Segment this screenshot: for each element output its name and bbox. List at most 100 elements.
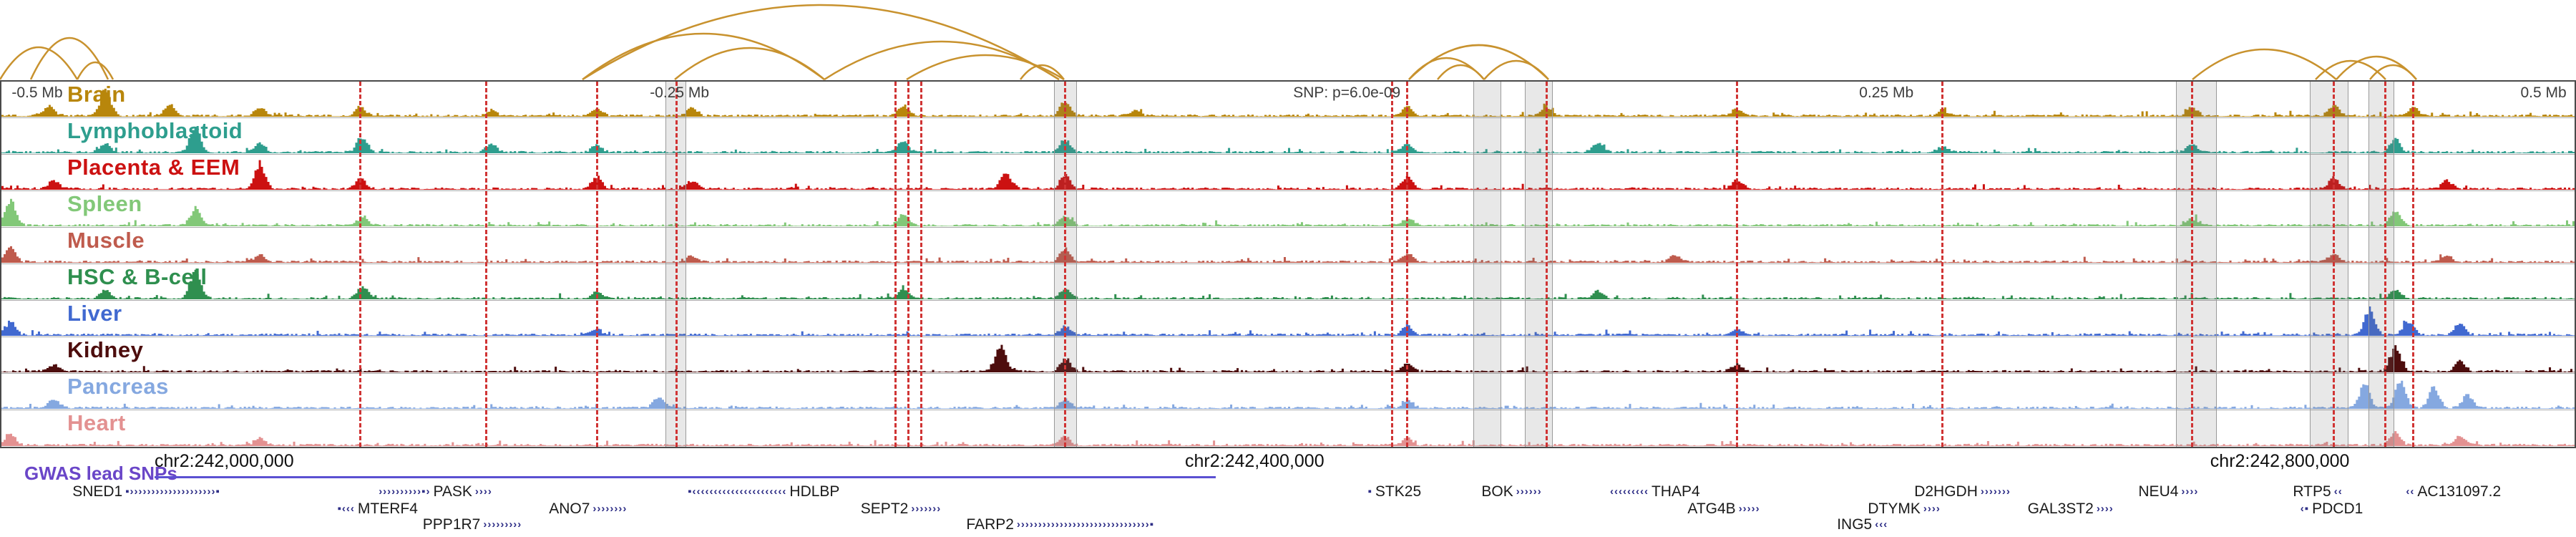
signal-path — [1, 88, 2575, 117]
gene-neu4: NEU4 ›››› — [2135, 484, 2198, 499]
gene-exon-arrows: ▪‹‹‹‹‹‹‹‹‹‹‹‹‹‹‹‹‹‹‹‹‹‹ — [688, 485, 787, 498]
gene-dtymk: DTYMK ›››› — [1865, 501, 1940, 516]
gene-name: AC131097.2 — [2417, 483, 2502, 500]
annotation-area: chr2:242,000,000 chr2:242,400,000 chr2:242… — [0, 448, 2576, 537]
gwas-lead-snps-line — [155, 476, 1216, 478]
track-signal-kidney — [1, 344, 2575, 373]
track-label-placenta-eem: Placenta & EEM — [67, 155, 240, 180]
signal-path — [1, 344, 2575, 373]
gwas-lead-snps-label: GWAS lead SNPs — [24, 463, 177, 484]
track-label-lymphoblastoid: Lymphoblastoid — [67, 118, 243, 143]
track-signal-lymphoblastoid — [1, 125, 2575, 154]
track-label-heart: Heart — [67, 410, 126, 435]
track-signal-pancreas — [1, 380, 2575, 410]
gene-exon-arrows: ▪ — [1367, 485, 1372, 498]
gene-name: GAL3ST2 — [2027, 500, 2094, 517]
track-row-hsc-b-cell: HSC & B-cell — [1, 264, 2575, 301]
gene-gal3st2: GAL3ST2 ›››› — [2025, 501, 2114, 516]
track-signal-placenta-eem — [1, 160, 2575, 190]
gene-name: HDLBP — [789, 483, 840, 500]
signal-path — [1, 160, 2575, 190]
gene-rtp5: RTP5 ‹‹ — [2290, 484, 2342, 499]
gene-name: PPP1R7 — [422, 516, 481, 533]
gene-pask: ››››››››››▪› PASK ›››› — [379, 484, 492, 499]
track-row-placenta-eem: Placenta & EEM — [1, 155, 2575, 191]
gene-exon-arrows: ›››››››› — [592, 503, 628, 515]
track-rows: Brain Lymphoblastoid Placenta & EEM Spleen M… — [1, 82, 2575, 447]
gene-name: RTP5 — [2293, 483, 2331, 500]
gene-exon-arrows: ‹‹‹ — [1875, 518, 1888, 531]
gene-name: FARP2 — [966, 516, 1014, 533]
interaction-arc — [76, 61, 114, 80]
interaction-arc — [2315, 59, 2386, 80]
interaction-arc — [2192, 48, 2337, 80]
track-label-muscle: Muscle — [67, 228, 145, 253]
gene-name: ATG4B — [1687, 500, 1736, 517]
gene-hdlbp: ▪‹‹‹‹‹‹‹‹‹‹‹‹‹‹‹‹‹‹‹‹‹‹ HDLBP — [688, 484, 842, 499]
signal-path — [1, 246, 2575, 263]
gene-name: SNED1 — [72, 483, 123, 500]
gene-name: MTERF4 — [357, 500, 418, 517]
gene-track: SNED1 ▪››››››››››››››››››››▪ ››››››››››▪› P… — [0, 448, 2576, 537]
gene-name: PDCD1 — [2312, 500, 2363, 517]
track-label-hsc-b-cell: HSC & B-cell — [67, 264, 208, 289]
interaction-arc — [1483, 59, 1549, 80]
signal-path — [1, 198, 2575, 227]
gene-bok: BOK ›››››› — [1478, 484, 1541, 499]
interaction-arc — [1437, 64, 1485, 80]
track-row-liver: Liver — [1, 301, 2575, 337]
interaction-arc-area — [0, 0, 2576, 81]
gene-name: DTYMK — [1868, 500, 1921, 517]
gene-stk25: ▪ STK25 — [1368, 484, 1425, 499]
track-row-heart: Heart — [1, 410, 2575, 447]
gene-name: PASK — [433, 483, 472, 500]
interaction-arcs-svg — [0, 4, 2417, 81]
track-row-brain: Brain — [1, 82, 2575, 118]
signal-path — [1, 380, 2575, 410]
gene-exon-arrows: ▪‹‹‹ — [337, 503, 355, 515]
gene-farp2: FARP2 ›››››››››››››››››››››››››››››››▪ — [963, 517, 1154, 532]
gene-exon-arrows: ‹‹‹‹‹‹‹‹‹ — [1610, 485, 1649, 498]
track-label-spleen: Spleen — [67, 191, 142, 216]
genomic-coordinate: chr2:242,800,000 — [2210, 451, 2350, 471]
gene-name: ING5 — [1837, 516, 1873, 533]
gene-d2hgdh: D2HGDH ››››››› — [1911, 484, 2011, 499]
track-row-kidney: Kidney — [1, 337, 2575, 374]
gene-exon-arrows: ›››››››››››››››››››››››››››››››▪ — [1016, 518, 1155, 531]
gene-name: THAP4 — [1651, 483, 1700, 500]
gene-exon-arrows: ››››››››› — [483, 518, 522, 531]
track-row-spleen: Spleen — [1, 191, 2575, 228]
signal-path — [1, 269, 2575, 300]
gene-pdcd1: ‹▪ PDCD1 — [2301, 501, 2366, 516]
gene-exon-arrows: ›››› — [1923, 503, 1941, 515]
gene-exon-arrows: ››››››› — [911, 503, 942, 515]
track-signal-liver — [1, 306, 2575, 337]
gene-exon-arrows: ‹▪ — [2300, 503, 2310, 515]
gene-exon-arrows: ›››››› — [1516, 485, 1542, 498]
interaction-arc — [906, 54, 1065, 81]
genomic-coordinate: chr2:242,000,000 — [155, 451, 294, 471]
track-row-pancreas: Pancreas — [1, 374, 2575, 410]
gene-exon-arrows: ››››››› — [1980, 485, 2011, 498]
gene-name: NEU4 — [2138, 483, 2179, 500]
interaction-arc — [0, 46, 79, 80]
gene-exon-arrows: ››››››››››▪› — [379, 485, 431, 498]
gene-exon-arrows: ›››› — [2096, 503, 2114, 515]
signal-path — [1, 125, 2575, 154]
gene-name: D2HGDH — [1914, 483, 1978, 500]
track-label-kidney: Kidney — [67, 337, 144, 362]
gene-name: ANO7 — [549, 500, 590, 517]
track-signal-muscle — [1, 246, 2575, 263]
signal-path — [1, 306, 2575, 337]
gene-exon-arrows: ▪››››››››››››››››››››▪ — [125, 485, 220, 498]
gene-exon-arrows: ‹‹ — [2406, 485, 2415, 498]
gene-ing5: ING5 ‹‹‹ — [1834, 517, 1888, 532]
gene-ano7: ANO7 ›››››››› — [546, 501, 627, 516]
signal-track-panel: Brain Lymphoblastoid Placenta & EEM Spleen M… — [0, 80, 2576, 448]
gene-ppp1r7: PPP1R7 ››››››››› — [420, 517, 522, 532]
track-row-muscle: Muscle — [1, 228, 2575, 264]
interaction-arc — [29, 37, 109, 80]
interaction-arc — [1020, 64, 1065, 80]
gene-exon-arrows: ‹‹ — [2333, 485, 2343, 498]
